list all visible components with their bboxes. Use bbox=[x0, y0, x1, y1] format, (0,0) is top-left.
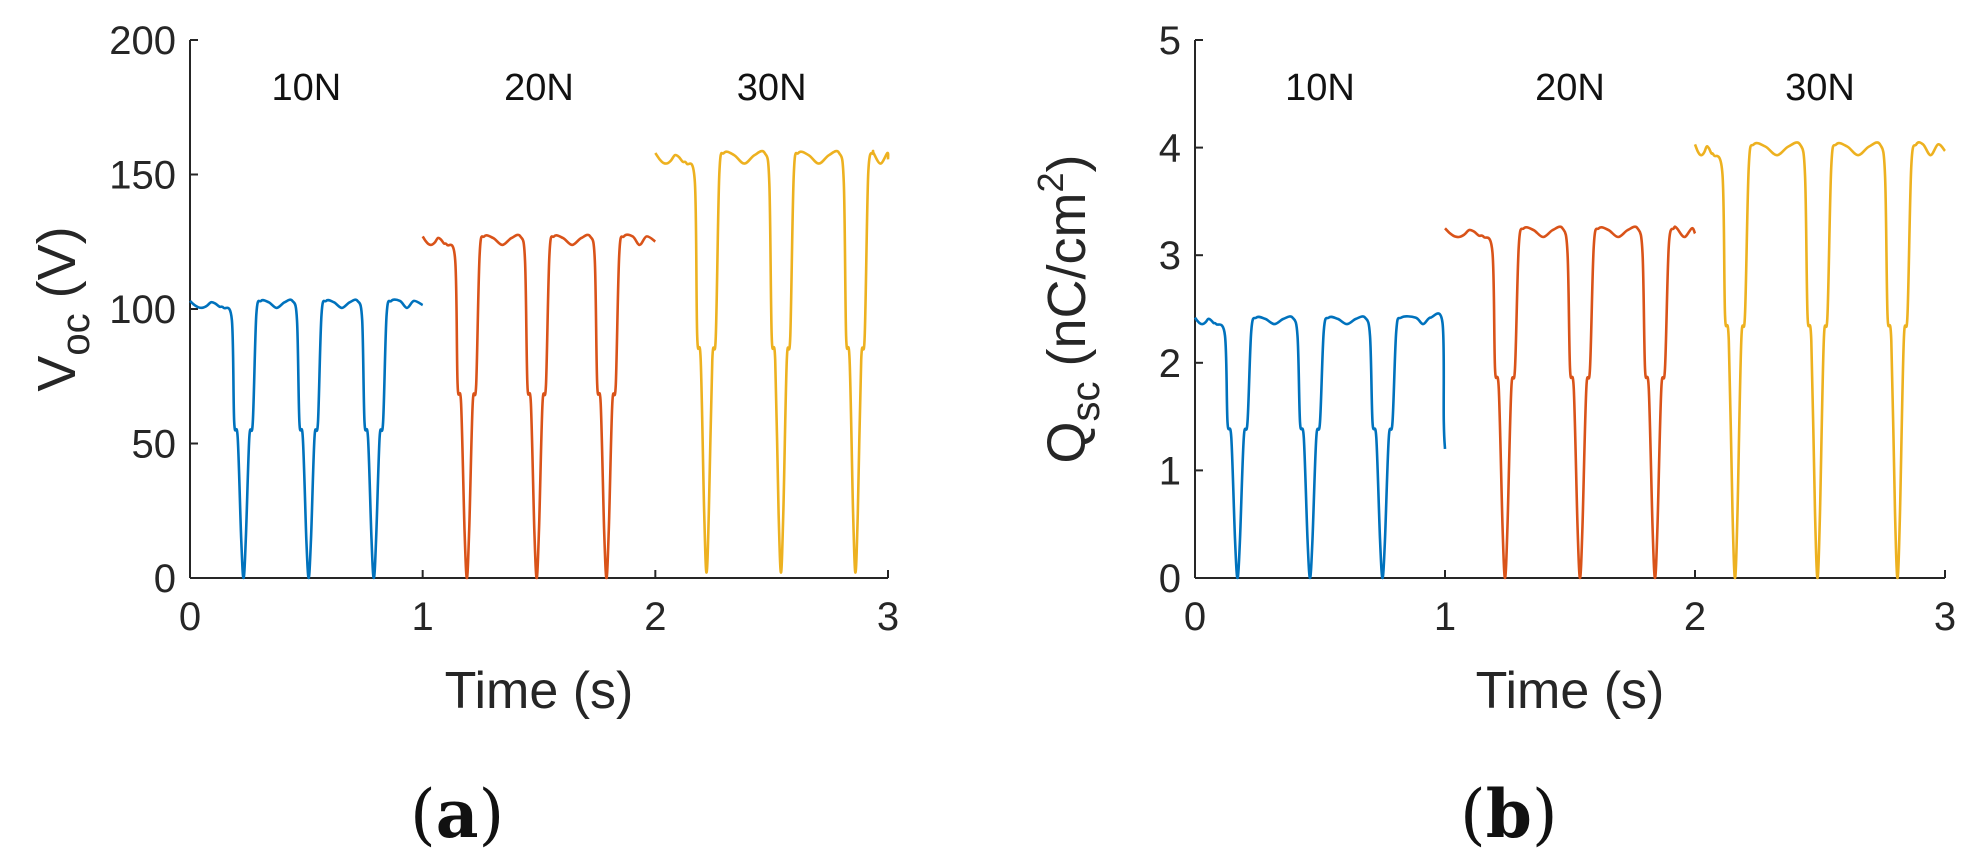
x-tick-label: 3 bbox=[877, 595, 899, 639]
y-tick-label: 150 bbox=[109, 154, 176, 198]
x-tick-label: 1 bbox=[412, 595, 434, 639]
y-axis-label-unit: (V) bbox=[27, 226, 87, 313]
panel-label-letter: b bbox=[1485, 775, 1532, 853]
panel-label-a: (a) bbox=[410, 775, 504, 853]
y-axis-label-subscript: sc bbox=[1064, 382, 1108, 422]
x-axis-label: Time (s) bbox=[445, 662, 634, 720]
series-line-20N bbox=[1444, 225, 1697, 580]
y-tick-label: 1 bbox=[1159, 449, 1181, 493]
y-tick-label: 0 bbox=[1159, 557, 1181, 601]
annotation-label: 20N bbox=[1535, 67, 1605, 109]
x-tick-label: 2 bbox=[1684, 595, 1706, 639]
annotation-label: 20N bbox=[504, 67, 574, 109]
x-tick-label: 0 bbox=[179, 595, 201, 639]
y-axis-label: Qsc (nC/cm2) bbox=[1030, 154, 1108, 463]
x-tick-label: 0 bbox=[1184, 595, 1206, 639]
y-axis-label-superscript: 2 bbox=[1030, 172, 1071, 192]
x-tick-label: 3 bbox=[1934, 595, 1956, 639]
y-axis-label-subscript: oc bbox=[54, 313, 98, 355]
series-line-30N bbox=[1693, 141, 1947, 580]
series-line-20N bbox=[421, 233, 657, 580]
y-tick-label: 100 bbox=[109, 288, 176, 332]
y-axis-label-main: V bbox=[27, 356, 87, 392]
panel-label-letter: a bbox=[435, 775, 479, 853]
panel-label-close: ) bbox=[1531, 776, 1558, 853]
x-axis-label: Time (s) bbox=[1476, 662, 1665, 720]
x-tick-label: 1 bbox=[1434, 595, 1456, 639]
chart-a: 0 1 2 3 0 50 100 150 200 Time (s) Voc (V) 10N 20N 30N bbox=[27, 19, 899, 720]
series-line-10N bbox=[189, 298, 424, 580]
annotation-label: 10N bbox=[1285, 67, 1355, 109]
y-axis-label-unit: (nC/cm bbox=[1037, 193, 1097, 382]
x-tick-label: 2 bbox=[644, 595, 666, 639]
series-line-10N bbox=[1193, 312, 1447, 580]
y-tick-label: 0 bbox=[154, 557, 176, 601]
annotation-label: 10N bbox=[271, 67, 341, 109]
annotation-label: 30N bbox=[737, 67, 807, 109]
y-axis-label: Voc (V) bbox=[27, 226, 98, 391]
y-tick-label: 5 bbox=[1159, 19, 1181, 63]
panel-label-b: (b) bbox=[1460, 775, 1558, 853]
y-tick-label: 50 bbox=[132, 423, 177, 467]
panel-label-open: ( bbox=[410, 776, 436, 853]
y-tick-label: 200 bbox=[109, 19, 176, 63]
panel-label-open: ( bbox=[1460, 776, 1486, 853]
y-tick-label: 2 bbox=[1159, 342, 1181, 386]
y-tick-label: 3 bbox=[1159, 234, 1181, 278]
series-line-30N bbox=[654, 149, 890, 574]
y-axis-label-close: ) bbox=[1037, 154, 1097, 172]
annotation-label: 30N bbox=[1785, 67, 1855, 109]
panel-label-close: ) bbox=[478, 776, 505, 853]
y-tick-label: 4 bbox=[1159, 127, 1181, 171]
y-axis-label-main: Q bbox=[1037, 422, 1097, 464]
